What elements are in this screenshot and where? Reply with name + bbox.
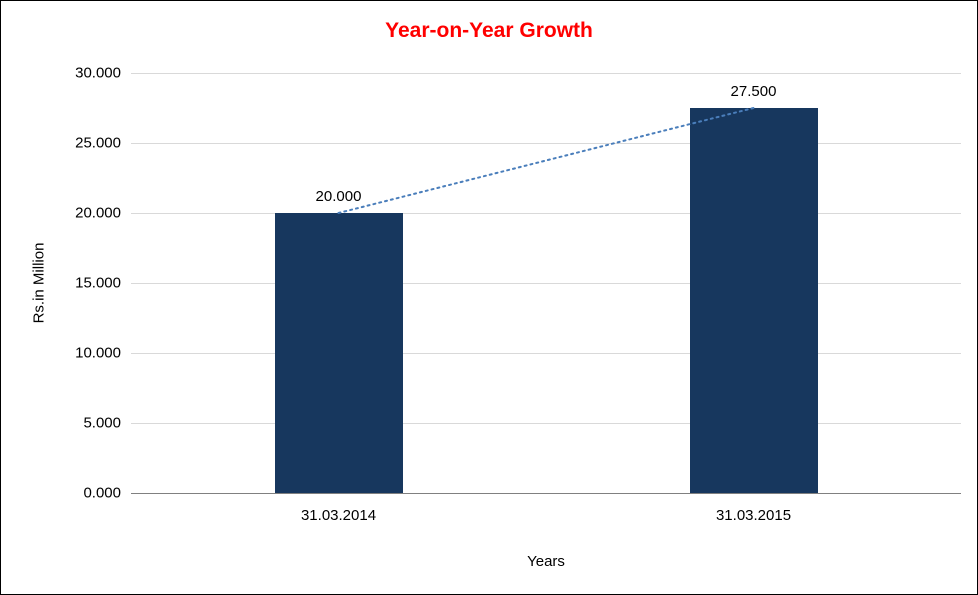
y-tick-label: 10.000 (75, 344, 121, 362)
y-tick-label: 20.000 (75, 204, 121, 222)
gridline (131, 213, 961, 214)
x-tick-label: 31.03.2015 (715, 507, 792, 524)
y-tick-label: 15.000 (75, 274, 121, 292)
chart-title: Year-on-Year Growth (385, 19, 593, 42)
x-axis-title: Years (527, 553, 565, 570)
data-label: 20.000 (315, 188, 362, 205)
plot-area: 0.000 5.000 10.000 15.000 20.000 25.000 30.000… (75, 65, 961, 524)
bar (689, 108, 818, 493)
y-tick-label: 0.000 (83, 484, 121, 502)
gridline (131, 283, 961, 284)
data-label: 27.500 (730, 83, 777, 100)
x-tick-label: 31.03.2014 (300, 507, 377, 524)
y-tick-label: 5.000 (83, 414, 121, 432)
gridline (131, 73, 961, 74)
gridline (131, 423, 961, 424)
gridline (131, 353, 961, 354)
y-tick-label: 25.000 (75, 134, 121, 152)
gridline (131, 143, 961, 144)
y-tick-label: 30.000 (75, 64, 121, 82)
bar (274, 213, 403, 493)
